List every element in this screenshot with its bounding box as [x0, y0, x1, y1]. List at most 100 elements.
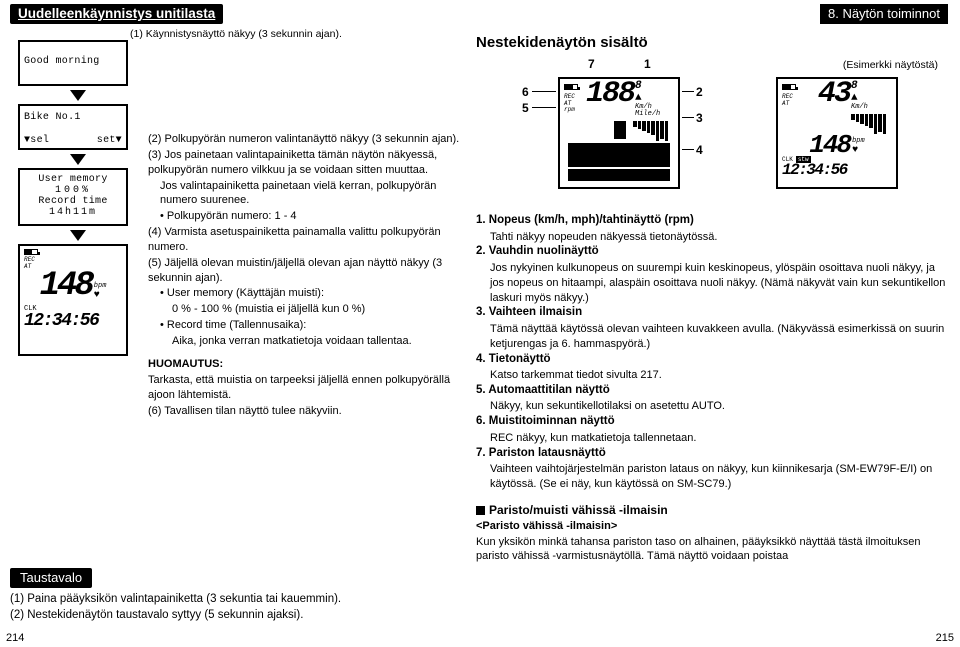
- p5b2: Aika, jonka verran matkatietoja voidaan …: [148, 334, 462, 349]
- f3b: Tämä näyttää käytössä olevan vaihteen ku…: [476, 322, 948, 352]
- taustavalo-block: Taustavalo (1) Paina pääyksikön valintap…: [10, 560, 460, 625]
- line4: [682, 149, 694, 150]
- p3b: Jos valintapainiketta painetaan vielä ke…: [148, 179, 462, 209]
- tausta-l2: (2) Nestekidenäytön taustavalo syttyy (5…: [10, 608, 460, 624]
- arrow-3: [70, 230, 86, 241]
- page-num-left: 214: [6, 632, 24, 644]
- callout-area: 7 1 (Esimerkki näytöstä) 6 5 2 3 4 REC A…: [476, 57, 948, 207]
- f6b: REC näkyy, kun matkatietoja tallennetaan…: [476, 431, 948, 446]
- co-7: 7: [588, 57, 595, 71]
- lcd4-at: AT: [24, 264, 38, 271]
- lcd-bike-no: Bike No.1 ▼sel set▼: [18, 104, 128, 150]
- p4: (4) Varmista asetuspainiketta painamalla…: [148, 225, 462, 255]
- f4t: 4. Tietonäyttö: [476, 353, 551, 365]
- page-num-right: 215: [936, 632, 954, 644]
- lcd3-l1: User memory: [24, 174, 122, 185]
- co-2: 2: [696, 85, 703, 99]
- example-note: (Esimerkki näytöstä): [843, 59, 938, 71]
- left-heading: Uudelleenkäynnistys unitilasta: [10, 4, 223, 24]
- lcd2-set: set▼: [97, 135, 122, 146]
- p5b: • Record time (Tallennusaika):: [148, 318, 462, 333]
- f1t: 1. Nopeus (km/h, mph)/tahtinäyttö (rpm): [476, 214, 694, 226]
- lcd-stack: Good morning Bike No.1 ▼sel set▼ User me…: [18, 40, 138, 356]
- low-head: Paristo/muisti vähissä -ilmaisin: [489, 503, 668, 517]
- line3: [682, 117, 694, 118]
- heartB-icon: ♥: [852, 145, 865, 156]
- left-page: Uudelleenkäynnistys unitilasta (1) Käynn…: [0, 0, 470, 647]
- lcd3-l2: 100%: [24, 185, 122, 196]
- lcd-a: REC AT rpm 188 8 ▲ Km/h Mile/h: [558, 77, 680, 189]
- co-4: 4: [696, 143, 703, 157]
- lcdA-mile: Mile/h: [635, 111, 660, 118]
- lcdA-rpm: rpm: [564, 107, 586, 114]
- manual-spread: Uudelleenkäynnistys unitilasta (1) Käynn…: [0, 0, 960, 647]
- lcdA-gears: [564, 121, 674, 141]
- huom-t: HUOMAUTUS:: [148, 357, 462, 372]
- lcd3-l3: Record time: [24, 196, 122, 207]
- f5t: 5. Automaattitilan näyttö: [476, 384, 610, 396]
- right-page: 8. Näytön toiminnot Nestekidenäytön sisä…: [470, 0, 960, 647]
- arrow-2: [70, 154, 86, 165]
- lcd4-time: 12:34:56: [24, 313, 122, 329]
- low-sub: <Paristo vähissä -ilmaisin>: [476, 519, 948, 534]
- lcdB-sup: 8: [851, 82, 868, 92]
- co-3: 3: [696, 111, 703, 125]
- lcdA-big: 188: [586, 82, 634, 108]
- p6: (6) Tavallisen tilan näyttö tulee näkyvi…: [148, 404, 462, 419]
- square-bullet-icon: [476, 506, 485, 515]
- battB-icon: [782, 84, 796, 90]
- lcdB-big: 43: [818, 82, 850, 108]
- lcdA-clkbar: [568, 169, 670, 181]
- co-1: 1: [644, 57, 651, 71]
- f5b: Näkyy, kun sekuntikellotilaksi on asetet…: [476, 399, 948, 414]
- f7t: 7. Pariston latausnäyttö: [476, 447, 606, 459]
- left-note1: (1) Käynnistysnäyttö näkyy (3 sekunnin a…: [130, 28, 462, 40]
- low-body: Kun yksikön minkä tahansa pariston taso …: [476, 535, 948, 565]
- low-head-row: Paristo/muisti vähissä -ilmaisin: [476, 502, 948, 519]
- f7b: Vaihteen vaihtojärjestelmän pariston lat…: [476, 462, 948, 492]
- p5a2: 0 % - 100 % (muistia ei jäljellä kun 0 %…: [148, 302, 462, 317]
- lcd4-big: 148: [40, 272, 92, 301]
- lcd-main-left: REC AT 148 bpm ♥ CLK 12:34:56: [18, 244, 128, 356]
- co-6: 6: [522, 85, 529, 99]
- lcdB-time: 12:34:56: [782, 163, 892, 177]
- section-bar: 8. Näytön toiminnot: [820, 4, 948, 24]
- features-list: 1. Nopeus (km/h, mph)/tahtinäyttö (rpm) …: [476, 213, 948, 564]
- f3t: 3. Vaihteen ilmaisin: [476, 306, 582, 318]
- p3: (3) Jos painetaan valintapainiketta tämä…: [148, 148, 462, 178]
- battery-icon: [24, 249, 38, 255]
- line2: [682, 91, 694, 92]
- arrow-1: [70, 90, 86, 101]
- right-title: Nestekidenäytön sisältö: [476, 34, 948, 51]
- f4b: Katso tarkemmat tiedot sivulta 217.: [476, 368, 948, 383]
- lcdB-at: AT: [782, 101, 804, 108]
- p3c: • Polkupyörän numero: 1 - 4: [148, 209, 462, 224]
- left-body: (2) Polkupyörän numeron valintanäyttö nä…: [148, 132, 462, 420]
- lcdB-mid: 148: [809, 134, 850, 156]
- lcd2-sel: ▼sel: [24, 135, 49, 146]
- lcd-b: REC AT 43 8 ▲ Km/h: [776, 77, 898, 189]
- huom-b: Tarkasta, että muistia on tarpeeksi jälj…: [148, 373, 462, 403]
- p5a: • User memory (Käyttäjän muisti):: [148, 286, 462, 301]
- lcdB-bpm: bpm: [852, 138, 865, 145]
- line6: [532, 91, 556, 92]
- battA-icon: [564, 84, 578, 90]
- lcd4-bpm: bpm: [94, 282, 107, 290]
- co-5: 5: [522, 101, 529, 115]
- lcdA-sup: 8: [635, 82, 660, 92]
- lcdA-databar: [568, 143, 670, 167]
- f2b: Jos nykyinen kulkunopeus on suurempi kui…: [476, 261, 948, 306]
- lcd-user-memory: User memory 100% Record time 14h11m: [18, 168, 128, 226]
- f2t: 2. Vauhdin nuolinäyttö: [476, 245, 599, 257]
- lcd2-line: Bike No.1: [24, 112, 122, 123]
- f6t: 6. Muistitoiminnan näyttö: [476, 415, 615, 427]
- line5: [532, 107, 556, 108]
- lcd-good-morning: Good morning: [18, 40, 128, 86]
- lcd1-line: Good morning: [24, 56, 122, 67]
- heart-icon: ♥: [94, 290, 107, 301]
- tausta-l1: (1) Paina pääyksikön valintapainiketta (…: [10, 592, 460, 608]
- f1b: Tahti näkyy nopeuden näkyessä tietonäytö…: [476, 230, 948, 245]
- p5: (5) Jäljellä olevan muistin/jäljellä ole…: [148, 256, 462, 286]
- tausta-title: Taustavalo: [10, 568, 92, 588]
- lcd3-l4: 14h11m: [24, 207, 122, 218]
